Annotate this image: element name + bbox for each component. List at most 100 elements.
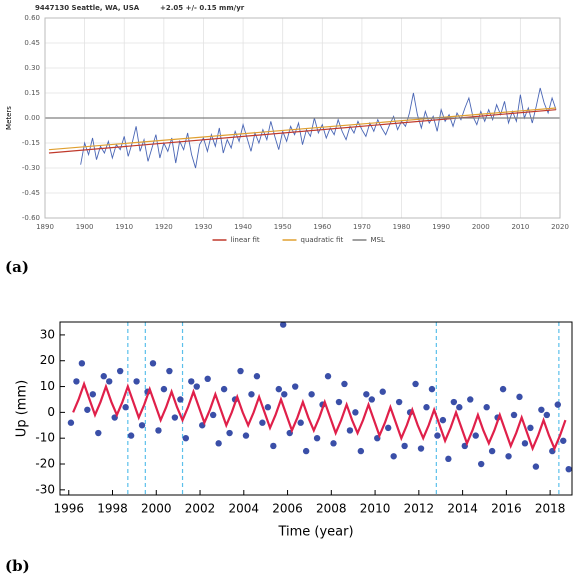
- y-tick-label: 0.60: [24, 14, 40, 22]
- data-point: [450, 398, 458, 406]
- data-point: [138, 422, 146, 429]
- y-tick-label: -0.45: [22, 189, 40, 197]
- data-point: [560, 437, 567, 444]
- data-point: [292, 383, 299, 390]
- data-point: [106, 378, 113, 385]
- x-tick-label: 2018: [535, 502, 566, 516]
- data-point: [188, 378, 195, 385]
- x-axis-label: Time (year): [277, 525, 353, 540]
- data-point: [357, 447, 365, 455]
- data-point: [253, 373, 261, 380]
- data-point: [417, 445, 425, 452]
- data-point: [193, 383, 200, 390]
- data-point: [133, 378, 140, 385]
- fit-line: [48, 107, 557, 151]
- data-point: [341, 380, 348, 388]
- x-tick-label: 1900: [76, 223, 94, 231]
- x-tick-label: 1996: [53, 502, 84, 516]
- data-point: [532, 463, 540, 470]
- x-tick-label: 2012: [404, 502, 435, 516]
- y-tick-label: -30: [35, 482, 55, 496]
- x-tick-label: 1998: [97, 502, 128, 516]
- data-point: [279, 322, 287, 328]
- y-tick-label: 30: [40, 327, 55, 341]
- data-point: [155, 427, 162, 434]
- data-point: [368, 396, 375, 403]
- data-point: [445, 455, 452, 463]
- x-tick-label: 2004: [229, 502, 260, 516]
- data-point: [456, 404, 463, 411]
- data-point: [248, 391, 255, 398]
- data-point: [149, 360, 157, 367]
- data-point: [423, 404, 430, 411]
- data-point: [182, 434, 190, 442]
- data-point: [335, 398, 343, 406]
- data-line: [72, 380, 567, 452]
- data-point: [395, 398, 403, 406]
- data-point: [379, 388, 386, 395]
- data-point: [78, 360, 86, 367]
- x-tick-label: 1990: [432, 223, 450, 231]
- data-point: [95, 429, 102, 437]
- x-tick-label: 2000: [472, 223, 490, 231]
- data-point: [565, 465, 572, 473]
- plot-background: [60, 322, 572, 495]
- y-tick-label: -0.60: [22, 214, 40, 222]
- data-point: [477, 460, 485, 468]
- data-point: [499, 385, 507, 393]
- x-tick-label: 1970: [353, 223, 371, 231]
- x-tick-label: 1890: [36, 223, 54, 231]
- data-point: [527, 424, 534, 432]
- chart-subtitle: +2.05 +/- 0.15 mm/yr: [160, 4, 245, 12]
- data-line: [80, 87, 557, 169]
- data-point: [385, 424, 392, 432]
- panel-label: (a): [5, 258, 29, 276]
- data-point: [160, 385, 168, 393]
- data-point: [472, 432, 479, 439]
- data-point: [220, 385, 228, 393]
- data-point: [89, 391, 97, 398]
- legend-label: quadratic fit: [301, 236, 344, 244]
- data-point: [281, 391, 288, 398]
- y-tick-label: -10: [35, 431, 55, 445]
- data-point: [177, 396, 184, 403]
- data-point: [439, 416, 447, 424]
- data-point: [483, 404, 490, 411]
- data-point: [73, 378, 80, 385]
- y-tick-label: -0.30: [22, 164, 40, 172]
- data-point: [226, 429, 233, 437]
- panel-label: (b): [5, 557, 30, 575]
- y-tick-label: 0.30: [24, 64, 40, 72]
- y-tick-label: -20: [35, 457, 55, 471]
- data-point: [275, 385, 283, 393]
- x-tick-label: 2000: [141, 502, 172, 516]
- x-tick-label: 2002: [185, 502, 216, 516]
- legend-label: linear fit: [231, 236, 260, 244]
- data-point: [390, 453, 397, 460]
- data-point: [308, 391, 315, 398]
- data-point: [215, 440, 222, 447]
- data-point: [302, 447, 310, 455]
- data-point: [505, 453, 512, 460]
- data-point: [554, 401, 561, 408]
- legend-label: MSL: [371, 236, 385, 244]
- chart-title: 9447130 Seattle, WA, USA: [35, 4, 140, 12]
- data-point: [242, 432, 250, 439]
- x-tick-label: 2010: [511, 223, 529, 231]
- data-point: [516, 393, 523, 401]
- plot-frame: [59, 321, 573, 496]
- x-tick-label: 2014: [447, 502, 478, 516]
- data-point: [166, 367, 173, 375]
- y-axis-label: Up (mm): [15, 380, 30, 437]
- y-tick-label: 10: [40, 379, 55, 393]
- data-point: [67, 419, 75, 426]
- data-point: [538, 406, 545, 413]
- data-point: [330, 440, 337, 447]
- data-point: [434, 432, 441, 439]
- x-tick-label: 1920: [155, 223, 173, 231]
- data-point: [313, 434, 321, 442]
- data-point: [237, 367, 244, 375]
- data-point: [352, 409, 359, 416]
- data-point: [543, 411, 551, 419]
- y-tick-label: 0.00: [24, 114, 40, 122]
